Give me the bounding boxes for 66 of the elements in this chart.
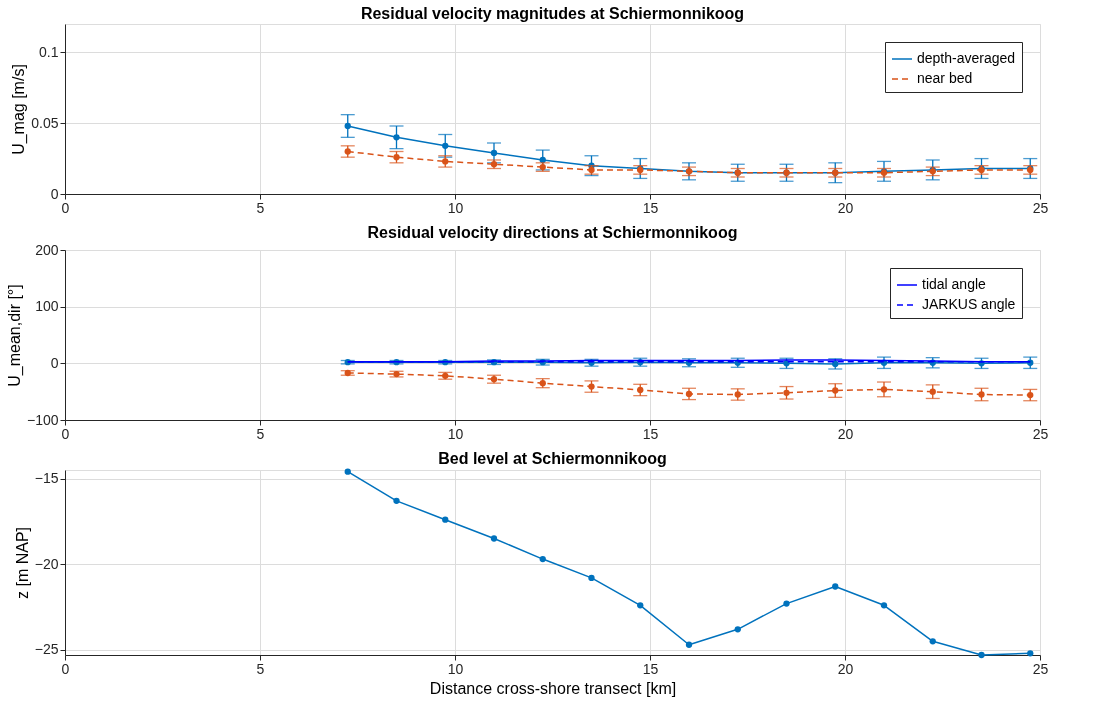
point [588, 574, 595, 582]
legend-label: tidal angle [922, 276, 987, 292]
x-tick-label: 10 [447, 199, 464, 216]
y-tick-label: 200 [35, 241, 59, 258]
x-tick-label: 25 [1032, 199, 1049, 216]
chart-title: Residual velocity directions at Schiermonnikoog [367, 224, 738, 241]
point [685, 641, 693, 648]
x-tick-label: 10 [447, 425, 464, 442]
x-tick-label: 5 [256, 425, 265, 442]
point [832, 583, 839, 590]
chart-title: Residual velocity magnitudes at Schiermonnikoog [360, 5, 745, 22]
point [393, 134, 400, 141]
point [344, 468, 351, 475]
legend-label: depth-averaged [917, 50, 1016, 66]
point [442, 516, 449, 523]
point [344, 122, 351, 130]
point [637, 602, 644, 609]
x-tick-label: 25 [1032, 425, 1049, 442]
point [393, 497, 400, 504]
point [442, 142, 449, 149]
point [490, 149, 498, 157]
y-axis-title: U_mean,dir [°] [5, 284, 24, 387]
point [783, 600, 790, 607]
point [393, 154, 400, 161]
y-axis-title: U_mag [m/s] [10, 64, 29, 155]
x-tick-label: 20 [837, 425, 854, 442]
y-tick-label: −15 [34, 470, 59, 487]
x-tick-label: 0 [61, 199, 70, 216]
y-tick-label: −25 [34, 641, 59, 658]
x-tick-label: 0 [61, 660, 70, 677]
point [978, 391, 985, 398]
x-tick-label: 5 [256, 199, 265, 216]
point [929, 388, 936, 395]
point [490, 535, 498, 542]
point [880, 386, 888, 393]
x-tick-label: 5 [256, 660, 265, 677]
y-tick-label: −20 [34, 555, 59, 572]
y-tick-label: 0.1 [39, 43, 59, 60]
legend-label: near bed [917, 70, 973, 86]
point [1027, 650, 1034, 657]
y-tick-label: 100 [35, 298, 59, 315]
point [978, 651, 985, 659]
x-tick-label: 0 [61, 425, 70, 442]
x-tick-label: 15 [642, 425, 659, 442]
legend-label: JARKUS angle [922, 296, 1016, 312]
x-tick-label: 25 [1032, 660, 1049, 677]
y-axis-title: z [m NAP] [13, 526, 31, 600]
point [734, 626, 741, 633]
point [1027, 359, 1034, 366]
point [832, 387, 839, 394]
y-tick-label: 0 [50, 354, 59, 371]
point [539, 156, 546, 164]
x-tick-label: 20 [837, 199, 854, 216]
x-tick-label: 20 [837, 660, 854, 677]
y-tick-label: 0 [50, 185, 59, 202]
x-tick-label: 10 [447, 660, 464, 677]
point [783, 389, 790, 396]
x-tick-label: 15 [642, 660, 659, 677]
point [539, 555, 546, 563]
x-tick-label: 15 [642, 199, 659, 216]
chart-title: Bed level at Schiermonnikoog [438, 449, 667, 467]
y-tick-label: 0.05 [31, 114, 59, 131]
point [929, 638, 936, 645]
point [880, 602, 888, 609]
x-axis-title: Distance cross-shore transect [km] [429, 679, 677, 697]
y-tick-label: −100 [26, 411, 59, 428]
